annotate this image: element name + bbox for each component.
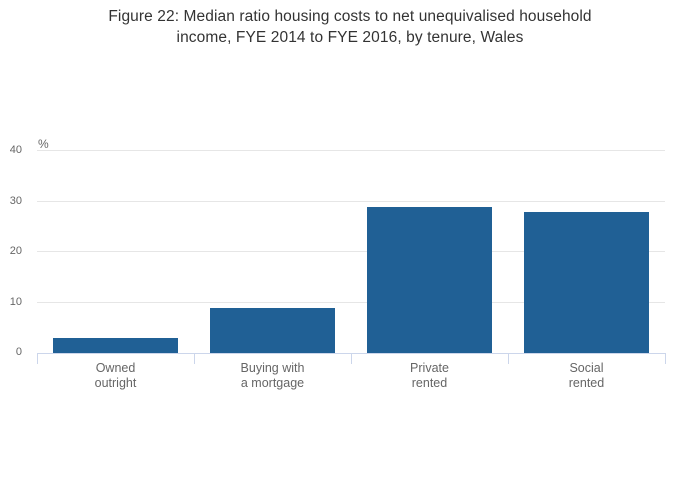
x-category-label-private-rented: Private rented xyxy=(351,361,508,391)
bar-buying-with-a-mortgage xyxy=(210,307,335,353)
x-axis-tick-1 xyxy=(194,354,195,364)
x-axis-line xyxy=(37,353,666,354)
x-category-label-owned-outright: Owned outright xyxy=(37,361,194,391)
bar-private-rented xyxy=(367,206,492,353)
y-axis-unit-label: % xyxy=(38,137,49,151)
x-category-label-line: Private xyxy=(410,361,449,375)
bar-social-rented xyxy=(524,211,649,353)
y-tick-label-20: 20 xyxy=(9,245,22,257)
x-category-label-line: Buying with xyxy=(240,361,305,375)
gridline-30 xyxy=(37,200,665,202)
chart-title: Figure 22: Median ratio housing costs to… xyxy=(0,6,700,48)
gridline-10 xyxy=(37,301,665,303)
y-tick-label-30: 30 xyxy=(9,194,22,207)
gridline-40 xyxy=(37,150,665,151)
bar-owned-outright xyxy=(53,337,178,353)
x-category-label-line: rented xyxy=(568,376,605,390)
x-axis-tick-4 xyxy=(665,354,666,364)
x-axis-tick-0 xyxy=(37,354,38,364)
chart-title-line-1: Figure 22: Median ratio housing costs to… xyxy=(108,8,592,25)
y-tick-label-40: 40 xyxy=(9,144,22,156)
x-category-label-buying-with-a-mortgage: Buying with a mortgage xyxy=(194,361,351,391)
x-axis-tick-2 xyxy=(351,354,352,364)
chart-title-line-2: income, FYE 2014 to FYE 2016, by tenure,… xyxy=(176,29,524,46)
x-category-label-line: Owned xyxy=(95,361,136,375)
x-category-label-line: a mortgage xyxy=(240,376,305,390)
y-tick-label-0: 0 xyxy=(15,346,22,358)
x-category-label-line: rented xyxy=(411,376,448,390)
x-category-label-social-rented: Social rented xyxy=(508,361,665,391)
y-tick-label-10: 10 xyxy=(9,295,22,308)
x-category-label-line: Social xyxy=(569,361,604,375)
x-category-label-line: outright xyxy=(94,376,137,390)
x-axis-tick-3 xyxy=(508,354,509,364)
gridline-20 xyxy=(37,251,665,252)
